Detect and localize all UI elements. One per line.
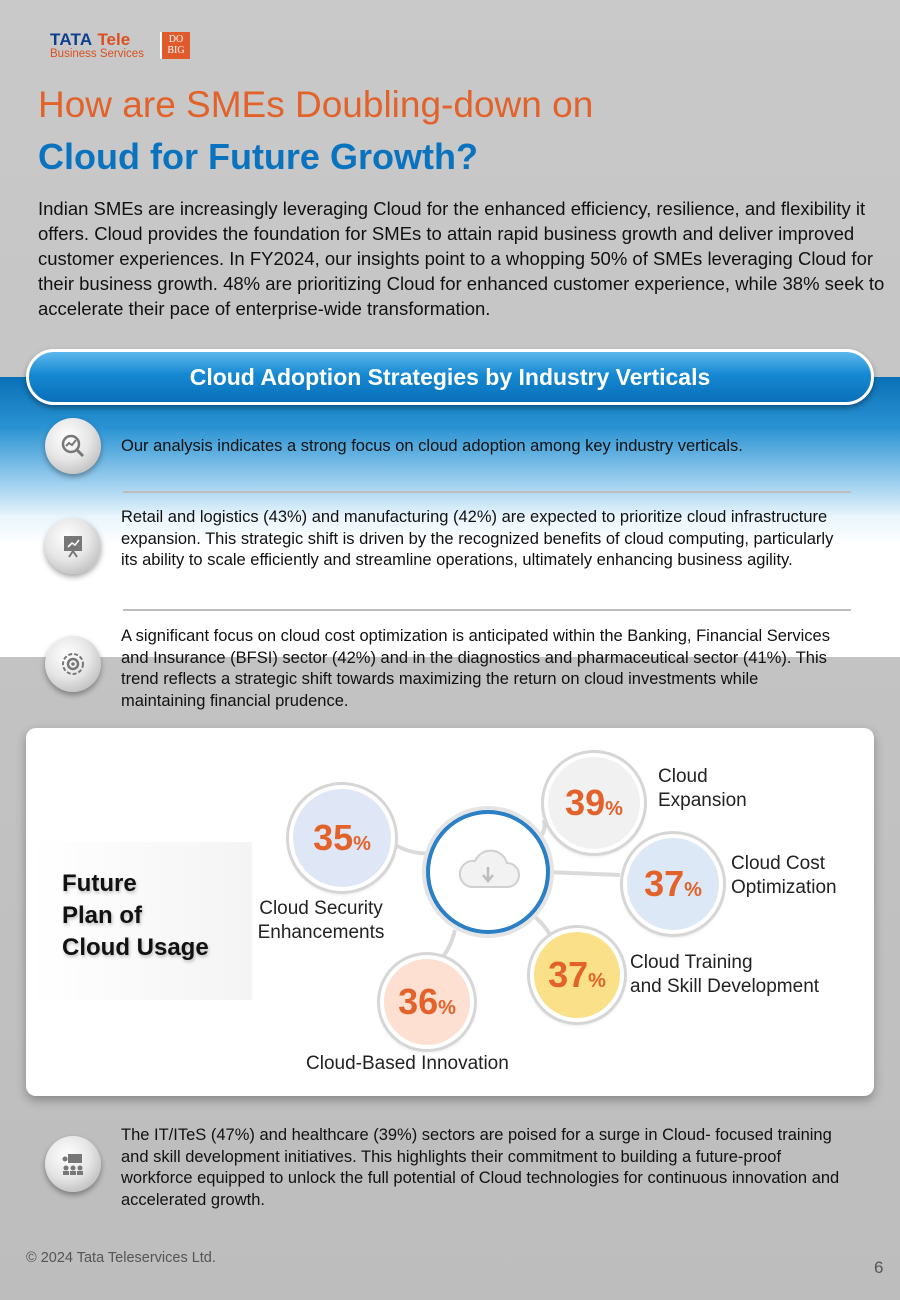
divider bbox=[123, 491, 851, 493]
point-text-3: A significant focus on cloud cost optimi… bbox=[121, 627, 830, 710]
point-text-1: Our analysis indicates a strong focus on… bbox=[121, 437, 743, 455]
do-big-badge: DO BIG bbox=[160, 32, 190, 59]
stat-bubble-cloud-security: 35% bbox=[289, 785, 395, 891]
training-classroom-icon bbox=[45, 1136, 101, 1192]
stat-label-cloud-cost-optimization: Cloud Cost Optimization bbox=[731, 853, 837, 898]
analytics-icon bbox=[45, 418, 101, 474]
page-number: 6 bbox=[874, 1258, 884, 1277]
stat-bubble-cloud-cost-optimization: 37% bbox=[623, 834, 723, 934]
cost-optimization-gear-icon bbox=[45, 636, 101, 692]
point-text-4: The IT/ITeS (47%) and healthcare (39%) s… bbox=[121, 1126, 840, 1209]
stat-bubble-cloud-innovation: 36% bbox=[380, 955, 474, 1049]
stat-label-cloud-innovation: Cloud-Based Innovation bbox=[306, 1053, 509, 1074]
brand-name-tele: Tele bbox=[97, 30, 131, 49]
point-text-2: Retail and logistics (43%) and manufactu… bbox=[121, 508, 834, 569]
section-title: Cloud Adoption Strategies by Industry Ve… bbox=[26, 349, 874, 405]
copyright: © 2024 Tata Teleservices Ltd. bbox=[26, 1250, 216, 1266]
brand-logo: TATA Tele Business Services DO BIG bbox=[50, 30, 200, 64]
brand-name: TATA bbox=[50, 30, 93, 49]
stat-label-cloud-security: Cloud Security Enhancements bbox=[257, 898, 385, 943]
presentation-board-icon bbox=[45, 518, 101, 574]
page-title-line2: Cloud for Future Growth? bbox=[38, 136, 478, 177]
cloud-download-icon bbox=[430, 814, 546, 930]
stat-bubble-cloud-expansion: 39% bbox=[544, 753, 644, 853]
stat-label-cloud-training: Cloud Training and Skill Development bbox=[630, 952, 820, 997]
stat-bubble-cloud-training: 37% bbox=[530, 928, 624, 1022]
brand-subtitle: Business Services bbox=[50, 48, 144, 60]
divider bbox=[123, 609, 851, 611]
intro-paragraph: Indian SMEs are increasingly leveraging … bbox=[38, 198, 885, 319]
stat-label-cloud-expansion: Cloud Expansion bbox=[658, 766, 747, 811]
page-title-line1: How are SMEs Doubling-down on bbox=[38, 84, 594, 125]
future-plan-heading-box bbox=[30, 842, 252, 1000]
future-plan-heading: Future Plan of Cloud Usage bbox=[62, 870, 209, 961]
